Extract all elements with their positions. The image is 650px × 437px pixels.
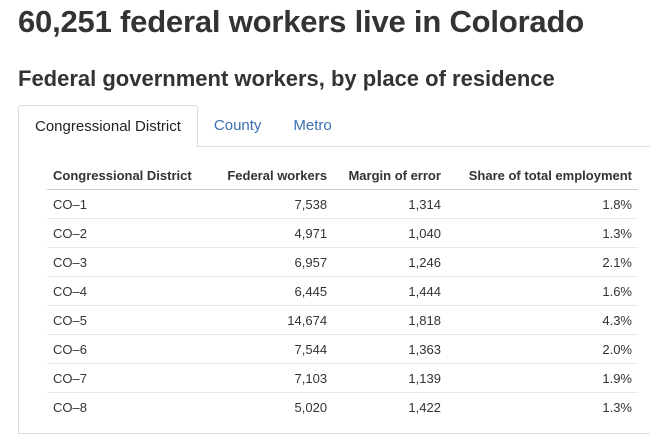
table-row: CO–6 7,544 1,363 2.0% bbox=[47, 334, 638, 364]
workers-cell: 7,538 bbox=[211, 189, 334, 219]
district-cell: CO–2 bbox=[47, 218, 212, 248]
district-cell: CO–4 bbox=[47, 276, 212, 306]
margin-cell: 1,444 bbox=[333, 276, 447, 306]
district-cell: CO–6 bbox=[47, 334, 212, 364]
federal-workers-table: Congressional District Federal workers M… bbox=[47, 162, 638, 421]
workers-cell: 6,957 bbox=[211, 247, 334, 277]
share-cell: 1.9% bbox=[446, 363, 638, 393]
margin-cell: 1,314 bbox=[333, 189, 447, 219]
workers-cell: 5,020 bbox=[294, 399, 328, 415]
table-row: CO–5 14,674 1,818 4.3% bbox=[47, 305, 638, 335]
table-row: CO–4 6,445 1,444 1.6% bbox=[47, 276, 638, 306]
table-row: CO–7 7,103 1,139 1.9% bbox=[47, 363, 638, 393]
tab-congressional-district[interactable]: Congressional District bbox=[18, 105, 198, 147]
share-cell: 1.3% bbox=[446, 218, 638, 248]
workers-cell: 7,544 bbox=[211, 334, 334, 364]
district-cell: CO–7 bbox=[47, 363, 212, 393]
district-cell: CO–1 bbox=[47, 189, 212, 219]
section-title: Federal government workers, by place of … bbox=[18, 66, 555, 91]
table-row: CO–1 7,538 1,314 1.8% bbox=[47, 189, 638, 219]
table-row: CO–8 5,020 1,422 1.3% bbox=[47, 393, 638, 422]
tab-county[interactable]: County bbox=[213, 117, 262, 134]
share-cell: 2.1% bbox=[446, 247, 638, 277]
tab-panel: Congressional District Federal workers M… bbox=[18, 146, 650, 434]
share-cell: 1.8% bbox=[446, 189, 638, 219]
table-row: CO–2 4,971 1,040 1.3% bbox=[47, 218, 638, 248]
district-cell: CO–3 bbox=[47, 247, 212, 277]
column-header-workers: Federal workers bbox=[211, 162, 334, 190]
column-header-margin: Margin of error bbox=[333, 162, 447, 190]
margin-cell: 1,139 bbox=[333, 363, 447, 393]
workers-cell: 14,674 bbox=[211, 305, 334, 335]
workers-cell: 7,103 bbox=[211, 363, 334, 393]
workers-cell: 4,971 bbox=[211, 218, 334, 248]
column-header-district: Congressional District bbox=[47, 162, 212, 190]
share-cell: 2.0% bbox=[446, 334, 638, 364]
tab-metro[interactable]: Metro bbox=[293, 117, 332, 134]
margin-cell: 1,422 bbox=[408, 399, 441, 415]
margin-cell: 1,363 bbox=[333, 334, 447, 364]
margin-cell: 1,040 bbox=[333, 218, 447, 248]
district-cell: CO–5 bbox=[47, 305, 212, 335]
table-row: CO–3 6,957 1,246 2.1% bbox=[47, 247, 638, 277]
margin-cell: 1,818 bbox=[333, 305, 447, 335]
district-cell: CO–8 bbox=[53, 399, 87, 415]
margin-cell: 1,246 bbox=[333, 247, 447, 277]
table-header-row: Congressional District Federal workers M… bbox=[47, 162, 638, 190]
share-cell: 1.6% bbox=[446, 276, 638, 306]
share-cell: 4.3% bbox=[446, 305, 638, 335]
share-cell: 1.3% bbox=[602, 399, 632, 415]
column-header-share: Share of total employment bbox=[446, 162, 638, 190]
workers-cell: 6,445 bbox=[211, 276, 334, 306]
tab-bar: Congressional District County Metro bbox=[18, 105, 650, 147]
page-title: 60,251 federal workers live in Colorado bbox=[18, 4, 584, 39]
